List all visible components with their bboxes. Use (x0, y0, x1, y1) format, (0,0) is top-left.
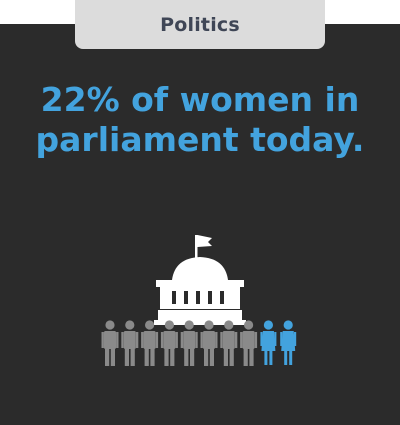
dark-panel (0, 24, 400, 425)
woman-figure-icon (280, 320, 297, 365)
man-figure-icon (220, 320, 238, 366)
parliament-illustration (101, 235, 297, 366)
parliament-building-icon (154, 257, 246, 325)
man-figure-icon (101, 320, 119, 366)
man-figure-icon (180, 320, 198, 366)
man-figure-icon (240, 320, 258, 366)
man-figure-icon (160, 320, 178, 366)
man-figure-icon (200, 320, 218, 366)
headline: 22% of women in parliament today. (35, 80, 365, 159)
man-figure-icon (141, 320, 159, 366)
category-tab[interactable]: Politics (75, 0, 325, 49)
woman-figure-icon (260, 320, 277, 365)
flag-icon (195, 235, 212, 267)
category-label: Politics (160, 13, 240, 36)
man-figure-icon (121, 320, 139, 366)
people-row (101, 320, 297, 366)
